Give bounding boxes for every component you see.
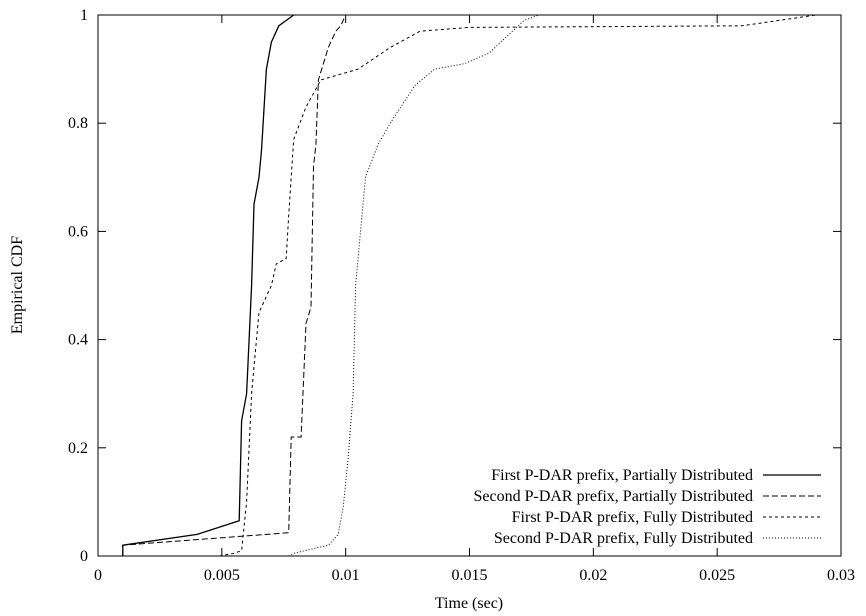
- legend: First P-DAR prefix, Partially Distribute…: [473, 467, 821, 547]
- legend-label-1: First P-DAR prefix, Partially Distribute…: [491, 467, 753, 484]
- x-tick-label: 0.005: [204, 567, 240, 584]
- legend-label-2: Second P-DAR prefix, Partially Distribut…: [473, 488, 753, 505]
- legend-label-4: Second P-DAR prefix, Fully Distributed: [494, 530, 753, 547]
- x-tick-label: 0.01: [332, 567, 360, 584]
- y-tick-label: 0.4: [68, 332, 88, 349]
- y-tick-label: 0.2: [68, 440, 88, 457]
- y-tick-label: 0.8: [68, 115, 88, 132]
- series-line-4: [288, 14, 539, 557]
- legend-label-3: First P-DAR prefix, Fully Distributed: [512, 509, 753, 526]
- y-axis-title: Empirical CDF: [9, 236, 26, 334]
- x-tick-label: 0.025: [699, 567, 735, 584]
- axis-ticks: 0 0.005 0.01 0.015 0.02 0.025 0.03 0 0.2 0.4 0.6 0.…: [68, 7, 855, 584]
- series-lines: [122, 14, 817, 557]
- y-tick-label: 0: [80, 548, 88, 565]
- x-tick-label: 0.015: [452, 567, 488, 584]
- x-axis-title: Time (sec): [435, 595, 503, 612]
- y-tick-label: 0.6: [68, 223, 88, 240]
- x-tick-label: 0.03: [827, 567, 855, 584]
- x-tick-label: 0.02: [579, 567, 607, 584]
- x-tick-label: 0: [94, 567, 102, 584]
- series-line-2: [122, 14, 347, 556]
- y-tick-label: 1: [80, 7, 88, 24]
- series-line-1: [122, 14, 295, 556]
